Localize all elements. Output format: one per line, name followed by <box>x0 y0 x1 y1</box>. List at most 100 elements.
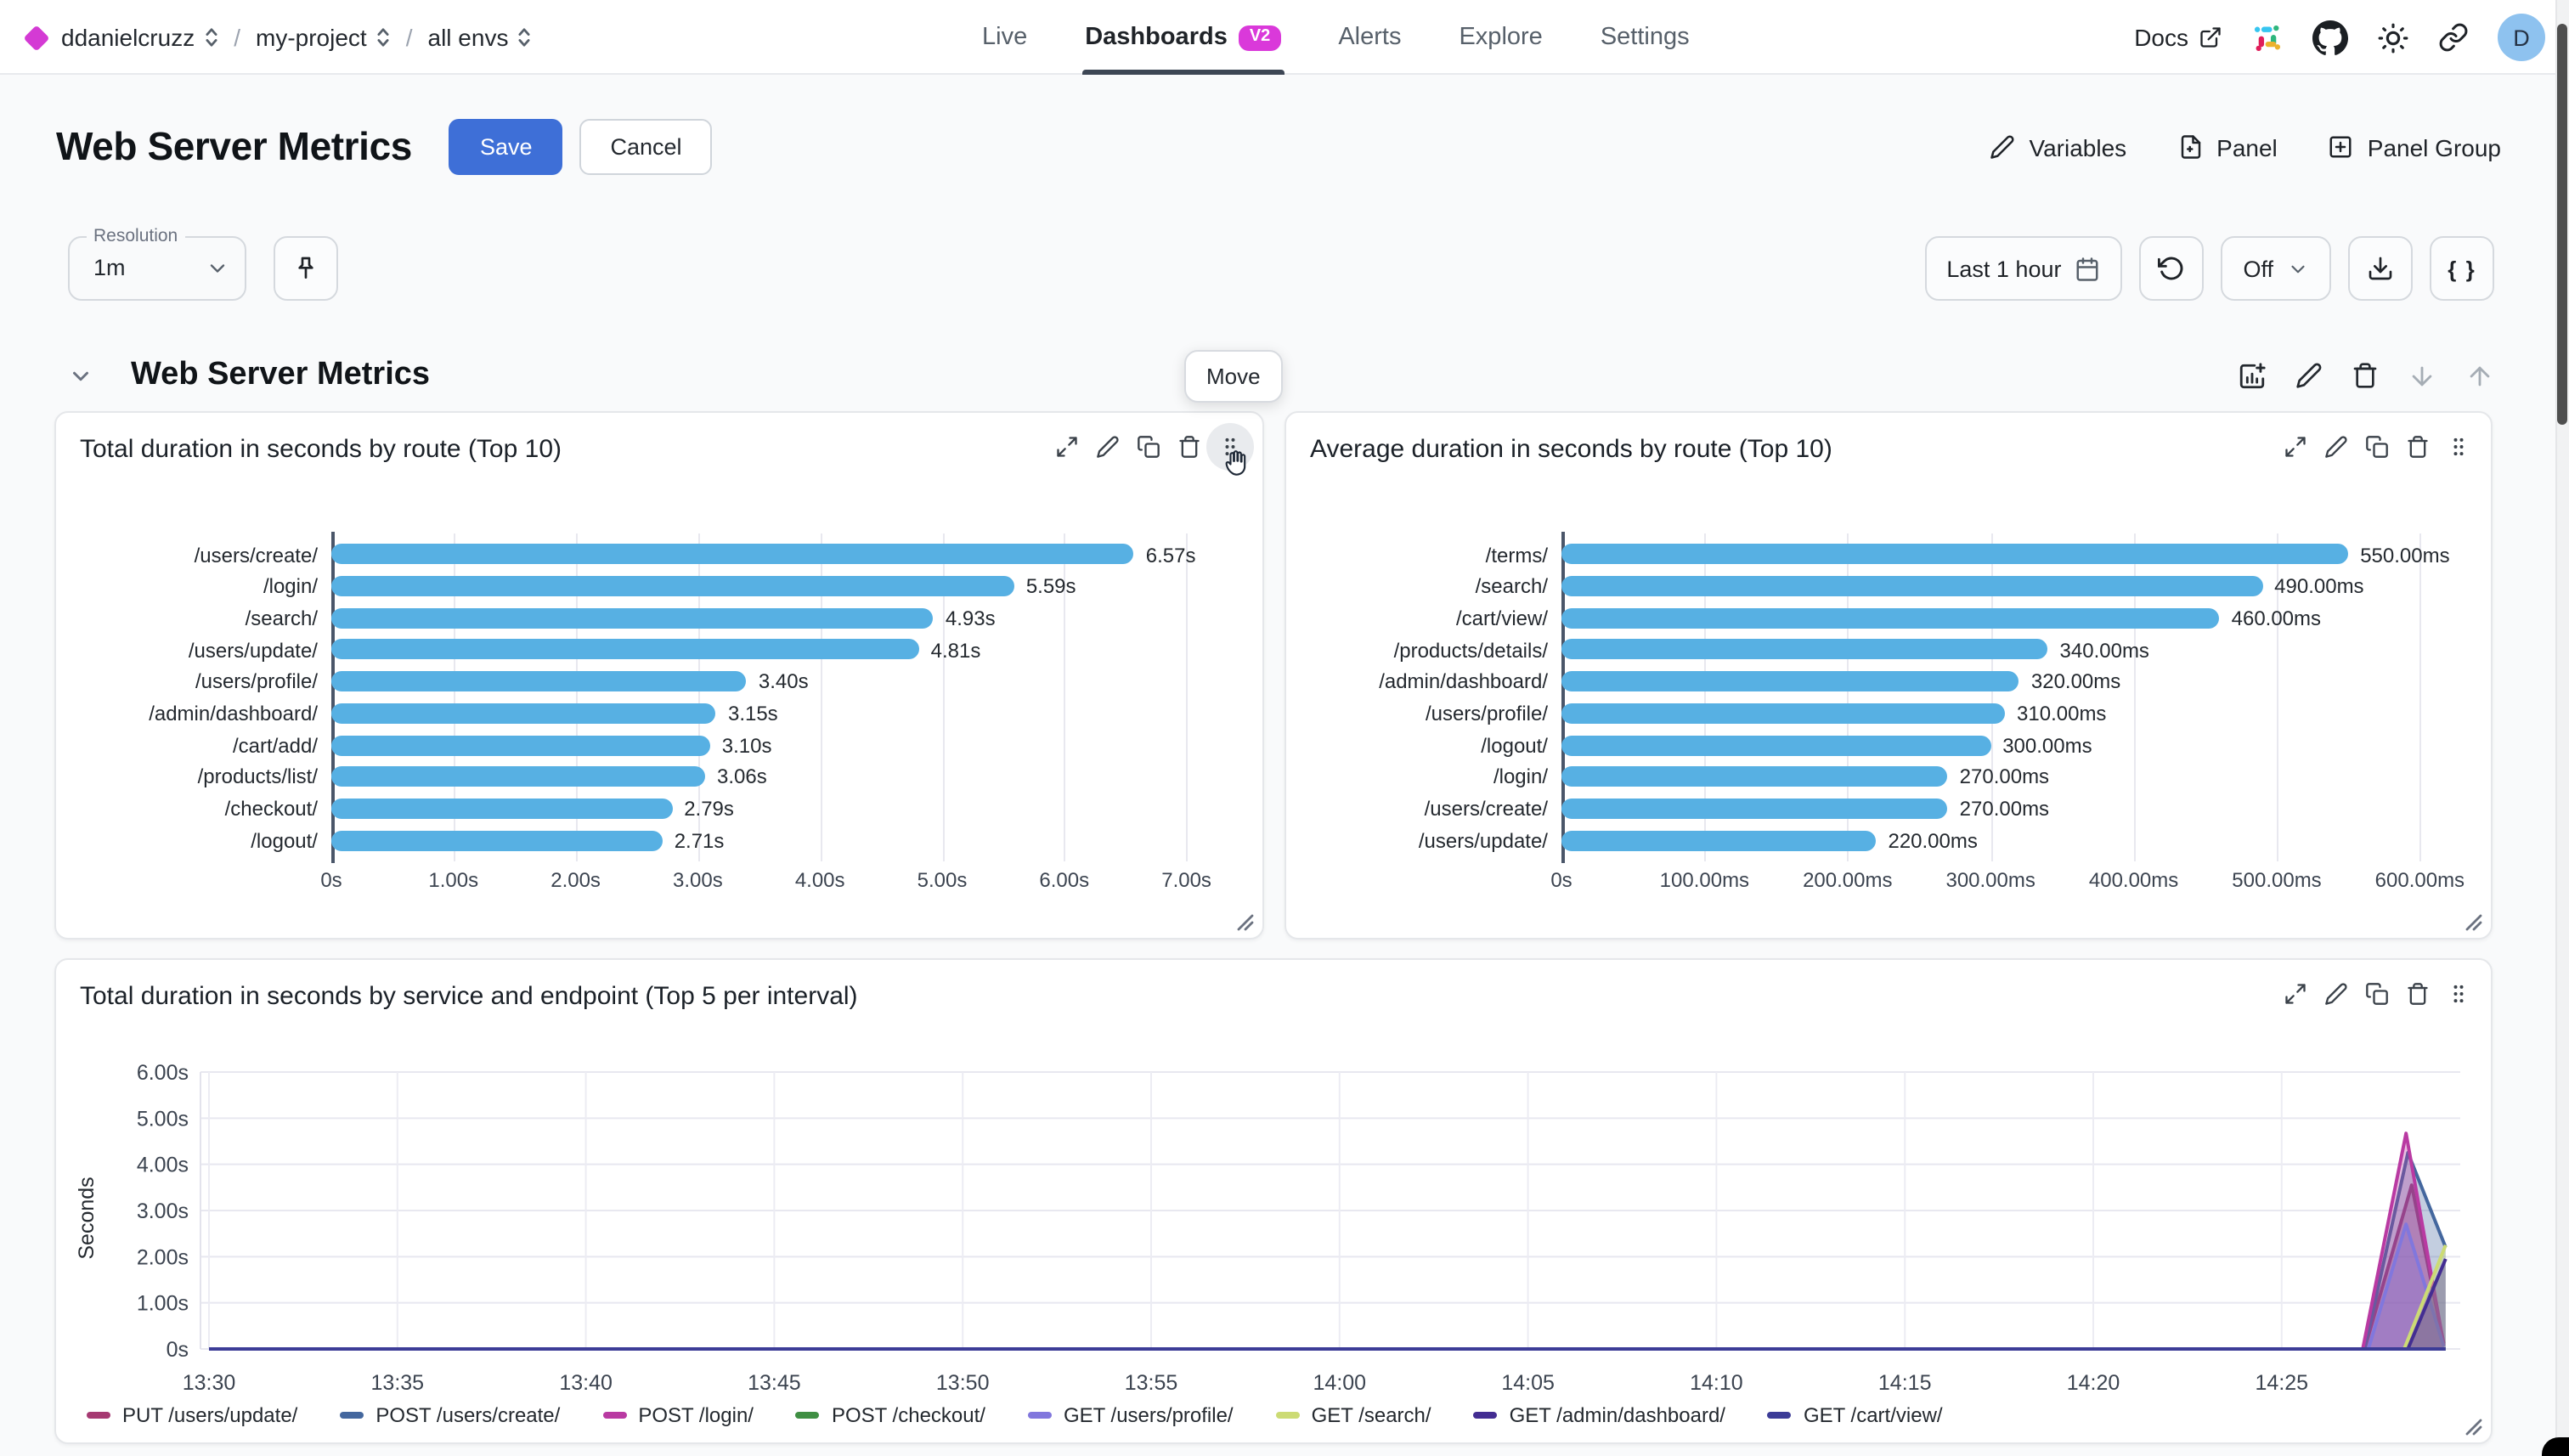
tab-live[interactable]: Live <box>982 0 1027 75</box>
add-chart-icon[interactable] <box>2238 361 2267 390</box>
legend-item[interactable]: GET /users/profile/ <box>1027 1403 1234 1427</box>
breadcrumb-project-label: my-project <box>256 24 367 51</box>
auto-refresh-select[interactable]: Off <box>2221 236 2331 301</box>
delete-panel-icon[interactable] <box>1177 435 1201 459</box>
edit-panel-icon[interactable] <box>1096 435 1120 459</box>
overlay-corner <box>2542 1437 2569 1456</box>
bar[interactable] <box>1561 766 1948 787</box>
move-group-up-icon[interactable] <box>2465 361 2494 390</box>
page-header: Web Server Metrics Save Cancel Variables… <box>56 119 2501 175</box>
duplicate-panel-icon[interactable] <box>2365 435 2389 459</box>
add-panel-group-button[interactable]: Panel Group <box>2329 133 2501 161</box>
edit-group-icon[interactable] <box>2295 362 2323 389</box>
github-icon[interactable] <box>2312 20 2348 55</box>
bar[interactable] <box>1561 798 1948 819</box>
bar[interactable] <box>1561 671 2019 692</box>
series-line[interactable] <box>209 1244 2448 1351</box>
x-tick-label: 3.00s <box>673 868 723 892</box>
expand-panel-icon[interactable] <box>2284 982 2307 1006</box>
bar-value-label: 4.81s <box>930 638 981 663</box>
download-button[interactable] <box>2348 236 2413 301</box>
legend-item[interactable]: GET /search/ <box>1275 1403 1431 1427</box>
bar[interactable] <box>331 703 716 724</box>
theme-toggle-sun-icon[interactable] <box>2377 21 2409 54</box>
pin-button[interactable] <box>274 236 338 301</box>
time-range-button[interactable]: Last 1 hour <box>1924 236 2123 301</box>
category-label: /login/ <box>1493 765 1548 789</box>
bar[interactable] <box>331 735 710 755</box>
edit-panel-icon[interactable] <box>2324 982 2348 1006</box>
x-tick-label: 4.00s <box>794 868 845 892</box>
bar-value-label: 340.00ms <box>2059 638 2149 663</box>
move-group-down-icon[interactable] <box>2408 361 2436 390</box>
breadcrumb-project[interactable]: my-project <box>256 24 391 51</box>
series-line[interactable] <box>209 1132 2446 1351</box>
tab-label: Live <box>982 24 1028 51</box>
refresh-button[interactable] <box>2139 236 2205 301</box>
bar[interactable] <box>331 544 1134 565</box>
breadcrumb-env[interactable]: all envs <box>428 24 533 51</box>
breadcrumb-org[interactable]: ddanielcruzz <box>61 24 218 51</box>
drag-handle-icon[interactable] <box>2447 435 2470 459</box>
tab-alerts[interactable]: Alerts <box>1338 0 1401 75</box>
scrollbar-thumb[interactable] <box>2557 24 2567 425</box>
bar[interactable] <box>1561 544 2349 565</box>
bar[interactable] <box>1561 830 1877 851</box>
add-panel-button[interactable]: Panel <box>2177 133 2278 161</box>
slack-icon[interactable] <box>2251 21 2284 54</box>
save-button[interactable]: Save <box>449 119 563 175</box>
legend-item[interactable]: POST /users/create/ <box>340 1403 560 1427</box>
bar[interactable] <box>331 639 919 660</box>
tab-settings[interactable]: Settings <box>1601 0 1690 75</box>
drag-handle-icon[interactable] <box>2447 982 2470 1006</box>
bar[interactable] <box>331 766 705 787</box>
tab-explore[interactable]: Explore <box>1459 0 1542 75</box>
resolution-select[interactable]: Resolution 1m <box>68 226 246 301</box>
legend-swatch <box>1027 1411 1052 1419</box>
bar[interactable] <box>331 830 663 851</box>
edit-panel-icon[interactable] <box>2324 435 2348 459</box>
x-tick-label: 100.00ms <box>1659 868 1750 892</box>
series-line[interactable] <box>209 1258 2448 1351</box>
bar[interactable] <box>1561 703 2006 724</box>
bar[interactable] <box>1561 735 1991 755</box>
delete-panel-icon[interactable] <box>2406 982 2430 1006</box>
legend-item[interactable]: PUT /users/update/ <box>87 1403 297 1427</box>
cancel-button[interactable]: Cancel <box>579 119 713 175</box>
duplicate-panel-icon[interactable] <box>1137 435 1160 459</box>
delete-group-icon[interactable] <box>2352 362 2379 389</box>
bar[interactable] <box>331 576 1014 596</box>
legend-item[interactable]: GET /admin/dashboard/ <box>1473 1403 1725 1427</box>
bar[interactable] <box>331 671 747 692</box>
drag-handle-icon[interactable] <box>1206 423 1254 476</box>
tab-dashboards[interactable]: Dashboards V2 <box>1081 0 1284 75</box>
bar[interactable] <box>1561 639 2048 660</box>
bar[interactable] <box>1561 576 2263 596</box>
x-tick-label: 7.00s <box>1161 868 1211 892</box>
panel-group-actions <box>2238 361 2494 390</box>
bar[interactable] <box>1561 607 2220 629</box>
page-scrollbar[interactable] <box>2555 0 2569 1456</box>
collapse-chevron-icon[interactable] <box>68 363 93 388</box>
duplicate-panel-icon[interactable] <box>2365 982 2389 1006</box>
legend-item[interactable]: POST /login/ <box>602 1403 754 1427</box>
bar[interactable] <box>331 798 673 819</box>
expand-panel-icon[interactable] <box>1055 435 1079 459</box>
resize-handle-icon[interactable] <box>1237 914 1254 931</box>
docs-link[interactable]: Docs <box>2134 24 2222 51</box>
bar-value-label: 320.00ms <box>2030 669 2121 694</box>
variables-button[interactable]: Variables <box>1990 133 2126 161</box>
legend-item[interactable]: POST /checkout/ <box>795 1403 985 1427</box>
json-editor-button[interactable]: { } <box>2430 236 2494 301</box>
bar[interactable] <box>331 607 934 629</box>
resize-handle-icon[interactable] <box>2465 914 2482 931</box>
resize-handle-icon[interactable] <box>2465 1419 2482 1436</box>
share-link-icon[interactable] <box>2438 22 2469 53</box>
series-line[interactable] <box>209 1151 2448 1351</box>
delete-panel-icon[interactable] <box>2406 435 2430 459</box>
user-avatar[interactable]: D <box>2498 14 2545 61</box>
legend-item[interactable]: GET /cart/view/ <box>1767 1403 1943 1427</box>
expand-panel-icon[interactable] <box>2284 435 2307 459</box>
active-tab-underline <box>1081 70 1284 75</box>
series-line[interactable] <box>209 1222 2446 1351</box>
